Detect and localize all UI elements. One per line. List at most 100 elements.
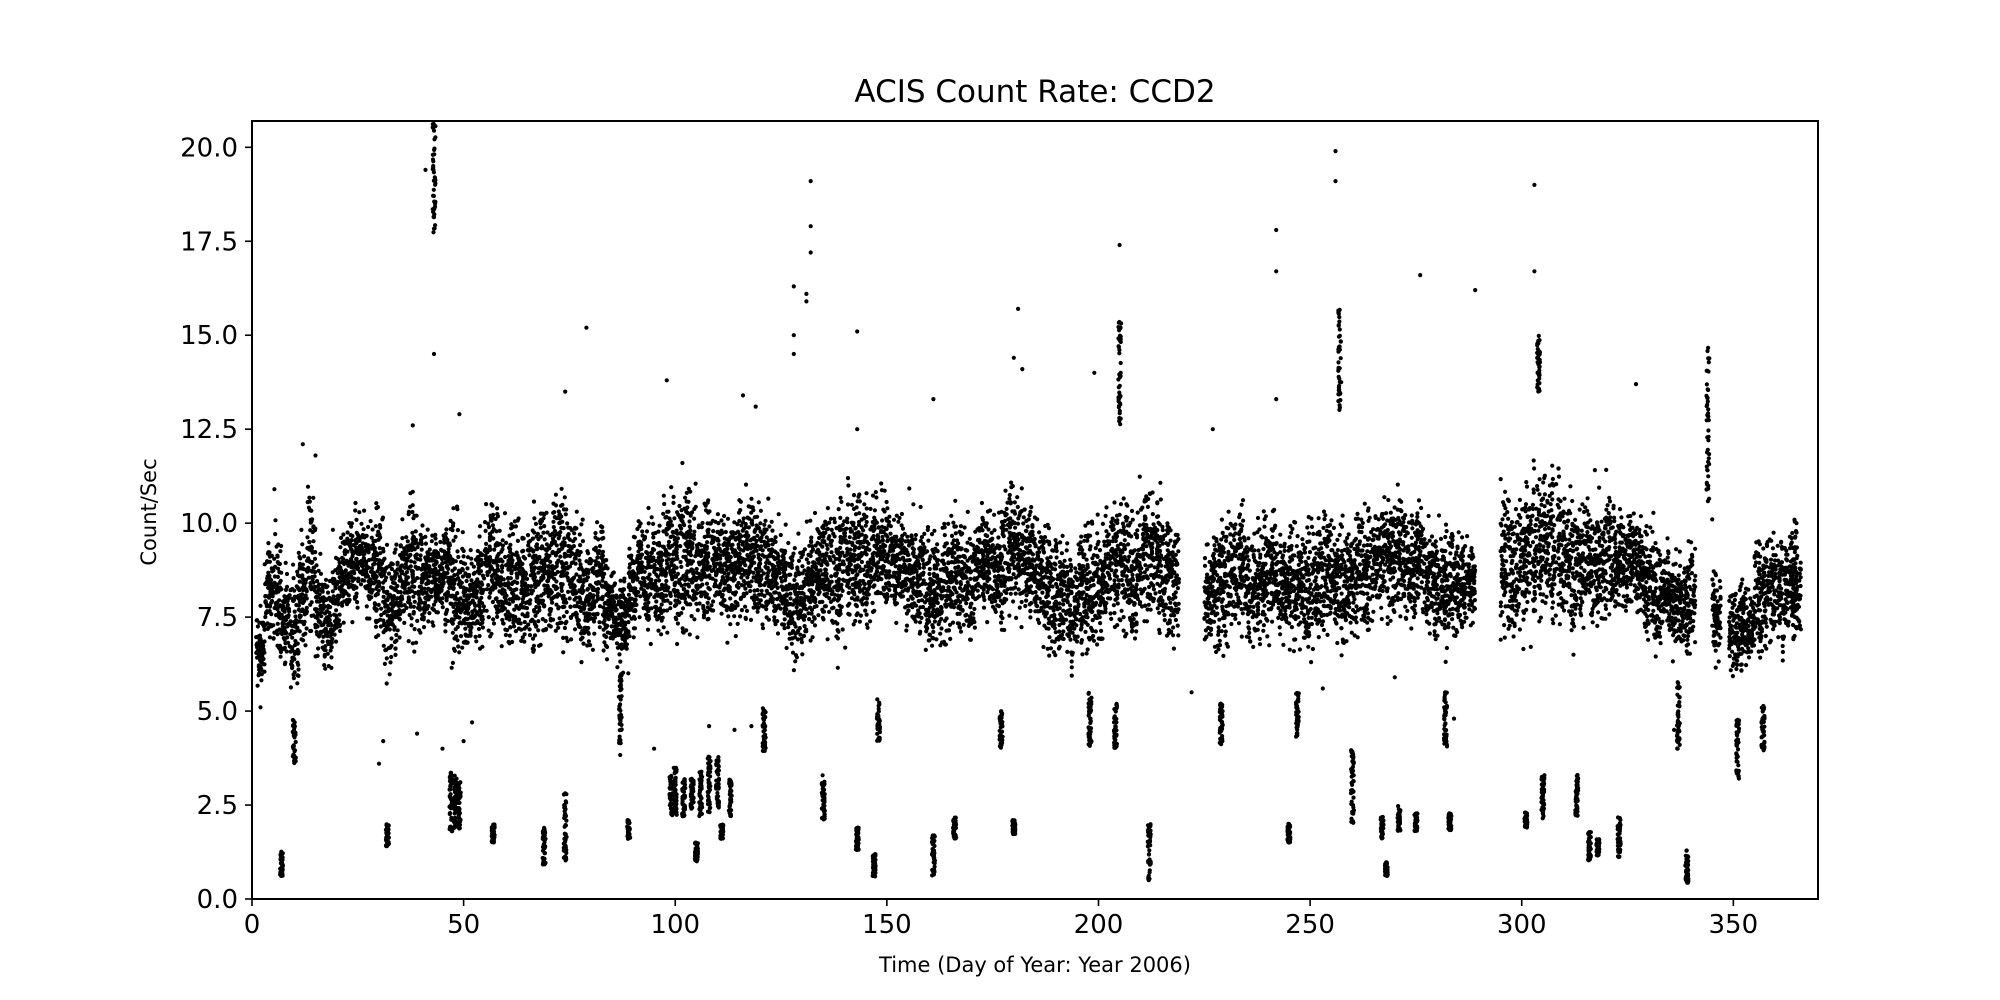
data-point — [515, 575, 520, 580]
data-point — [361, 571, 366, 576]
data-point — [255, 645, 260, 650]
data-point — [470, 598, 475, 603]
data-point — [573, 526, 578, 531]
data-point — [516, 596, 521, 601]
data-point — [560, 604, 565, 610]
data-point — [551, 501, 556, 506]
data-point — [383, 648, 388, 653]
data-point — [401, 554, 406, 559]
data-point — [726, 614, 731, 619]
data-point — [682, 577, 688, 583]
data-point — [515, 538, 521, 544]
data-point — [783, 578, 788, 583]
data-point — [656, 555, 661, 560]
data-point — [393, 612, 398, 617]
data-point — [784, 587, 790, 592]
data-point — [375, 533, 380, 538]
data-point — [636, 590, 641, 595]
data-point — [661, 584, 666, 589]
data-point — [324, 585, 329, 590]
data-point — [848, 547, 853, 552]
data-point — [655, 586, 660, 592]
data-point — [559, 573, 564, 579]
data-point — [567, 564, 573, 569]
data-point — [520, 587, 526, 592]
data-point — [527, 633, 533, 638]
data-point — [775, 585, 780, 591]
data-point — [449, 601, 454, 606]
data-point — [661, 552, 667, 557]
data-point — [749, 496, 754, 501]
data-point — [308, 517, 313, 523]
data-point — [271, 568, 276, 573]
data-point — [587, 607, 592, 612]
data-point — [354, 557, 359, 562]
data-point — [755, 543, 760, 549]
data-point — [491, 621, 497, 626]
data-point — [487, 595, 492, 600]
data-point — [349, 547, 354, 552]
data-point — [829, 550, 834, 555]
data-point — [377, 523, 382, 528]
data-point — [520, 561, 525, 567]
data-point — [754, 538, 759, 544]
data-point — [592, 631, 597, 636]
data-point — [275, 560, 280, 565]
data-point — [284, 571, 290, 577]
data-point — [820, 544, 825, 549]
data-point — [659, 632, 664, 637]
x-tick-label: 0 — [244, 910, 261, 940]
data-point — [595, 573, 600, 578]
data-point — [559, 546, 564, 551]
data-point — [688, 602, 693, 607]
data-point — [516, 617, 522, 622]
data-point — [384, 681, 389, 686]
data-point — [593, 562, 599, 568]
data-point — [841, 577, 846, 582]
data-point — [552, 515, 558, 520]
data-point — [812, 616, 817, 621]
data-point — [433, 570, 438, 576]
data-point — [488, 590, 493, 596]
data-point — [741, 520, 746, 525]
data-point — [708, 521, 713, 526]
data-point — [690, 535, 695, 540]
data-point — [531, 571, 536, 576]
data-point — [400, 609, 405, 614]
data-point — [671, 567, 676, 572]
data-point — [265, 577, 271, 582]
data-point — [278, 549, 283, 554]
data-point — [273, 518, 278, 523]
data-point — [640, 576, 646, 581]
data-point — [353, 508, 358, 513]
data-point — [713, 578, 718, 583]
data-point — [812, 623, 818, 628]
data-point — [706, 510, 711, 515]
data-point — [310, 577, 315, 582]
data-point — [508, 625, 513, 630]
data-point — [379, 606, 384, 611]
data-point — [313, 615, 318, 620]
data-point — [313, 550, 318, 555]
data-point — [355, 536, 360, 541]
data-point — [853, 576, 858, 581]
data-point — [543, 589, 549, 595]
y-axis-label: Count/Sec — [137, 458, 161, 565]
data-point — [792, 622, 797, 627]
data-point — [682, 587, 687, 592]
data-point — [664, 608, 670, 613]
data-point — [835, 665, 840, 670]
data-point — [273, 532, 278, 537]
data-point — [817, 600, 822, 605]
data-point — [836, 629, 841, 634]
data-point — [348, 583, 354, 588]
data-point — [450, 528, 455, 533]
data-point — [296, 607, 301, 612]
data-point — [715, 512, 721, 517]
data-point — [383, 604, 388, 609]
data-point — [349, 570, 354, 575]
data-point — [375, 618, 381, 624]
data-point — [279, 543, 284, 549]
data-point — [449, 617, 454, 622]
data-point — [296, 603, 301, 608]
